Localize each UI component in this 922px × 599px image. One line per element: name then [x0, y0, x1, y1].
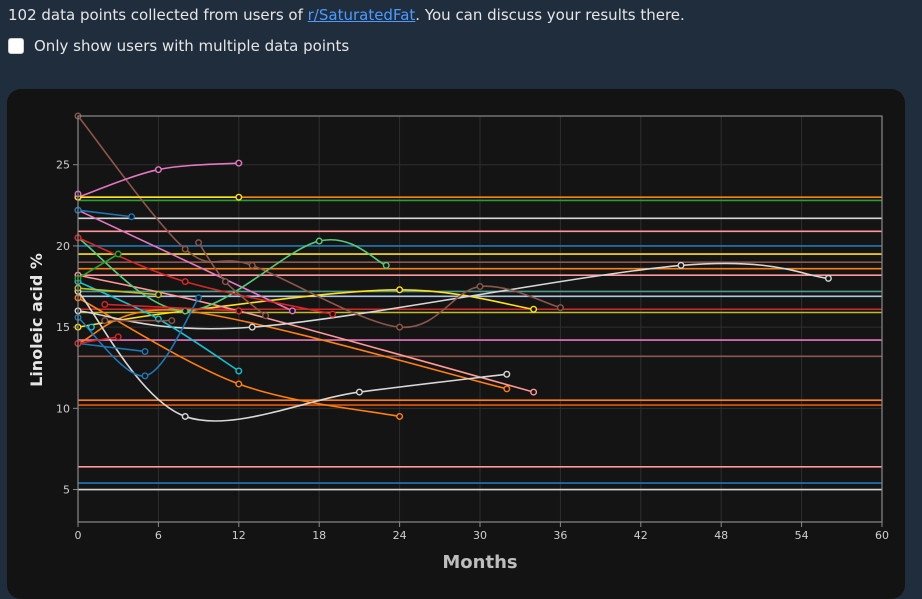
series-43: [87, 323, 95, 331]
series-line: [77, 342, 146, 353]
data-point: [329, 310, 337, 318]
data-point: [824, 274, 832, 282]
data-point: [195, 294, 203, 302]
data-point: [235, 367, 243, 375]
series-line: [77, 237, 387, 312]
intro-text: 102 data points collected from users of …: [8, 5, 685, 25]
multi-point-label: Only show users with multiple data point…: [34, 37, 350, 55]
x-tick-label: 48: [714, 529, 728, 542]
x-tick-label: 18: [312, 529, 326, 542]
data-point: [141, 372, 149, 380]
data-point: [396, 412, 404, 420]
y-tick-label: 25: [56, 159, 70, 172]
series-line: [77, 288, 534, 328]
series-39: [195, 239, 270, 320]
series-line: [77, 309, 507, 390]
multi-point-checkbox[interactable]: [8, 38, 24, 54]
series-27: [74, 112, 564, 331]
data-point: [288, 307, 296, 315]
y-tick-label: 15: [56, 321, 70, 334]
data-point: [677, 261, 685, 269]
data-point: [396, 323, 404, 331]
y-tick-label: 10: [56, 402, 70, 415]
data-point: [248, 261, 256, 269]
data-point: [114, 250, 122, 258]
y-axis-title: Linoleic acid %: [27, 253, 46, 387]
data-point: [248, 323, 256, 331]
x-tick-label: 6: [155, 529, 162, 542]
data-point: [181, 412, 189, 420]
data-point: [101, 317, 109, 325]
series-34: [74, 294, 203, 380]
intro-suffix: . You can discuss your results there.: [415, 6, 685, 24]
series-line: [77, 209, 293, 312]
series-line: [77, 253, 119, 280]
series-line: [104, 303, 239, 312]
intro-prefix: 102 data points collected from users of: [8, 6, 308, 24]
data-point: [128, 213, 136, 221]
data-point: [235, 193, 243, 201]
data-point: [87, 323, 95, 331]
x-axis-title: Months: [442, 552, 517, 573]
y-tick-label: 20: [56, 240, 70, 253]
series-line: [77, 290, 507, 422]
x-tick-label: 36: [553, 529, 567, 542]
data-point: [355, 388, 363, 396]
data-point: [154, 291, 162, 299]
data-point: [262, 312, 270, 320]
x-tick-label: 0: [75, 529, 82, 542]
data-point: [195, 239, 203, 247]
subreddit-link[interactable]: r/SaturatedFat: [307, 6, 416, 24]
x-tick-label: 30: [473, 529, 487, 542]
series-37: [101, 300, 243, 315]
data-point: [530, 388, 538, 396]
series-layer: [74, 112, 882, 491]
data-point: [181, 245, 189, 253]
data-point: [168, 317, 176, 325]
data-point: [235, 307, 243, 315]
x-tick-label: 42: [634, 529, 648, 542]
series-32: [74, 206, 136, 221]
series-line: [77, 274, 534, 393]
data-point: [503, 370, 511, 378]
series-line: [77, 336, 119, 345]
data-point: [141, 347, 149, 355]
multi-point-filter[interactable]: Only show users with multiple data point…: [8, 37, 349, 55]
data-point: [476, 283, 484, 291]
y-tick-label: 5: [63, 484, 70, 497]
data-point: [235, 380, 243, 388]
ticks: 0 6 12 18 24 30 36 42 48 54 60 5 10 15 20 25: [56, 159, 889, 542]
data-point: [382, 261, 390, 269]
x-tick-label: 24: [393, 529, 407, 542]
series-23: [74, 294, 404, 420]
data-point: [221, 278, 229, 286]
data-point: [315, 237, 323, 245]
data-point: [503, 385, 511, 393]
x-tick-label: 54: [795, 529, 809, 542]
data-point: [154, 166, 162, 174]
data-point: [114, 333, 122, 341]
data-point: [101, 300, 109, 308]
series-line: [77, 209, 132, 218]
x-tick-label: 60: [875, 529, 889, 542]
x-tick-label: 12: [232, 529, 246, 542]
data-point: [396, 286, 404, 294]
data-point: [556, 304, 564, 312]
data-point: [181, 278, 189, 286]
data-point: [235, 159, 243, 167]
data-point: [530, 305, 538, 313]
series-44: [101, 317, 176, 325]
series-line: [77, 287, 159, 296]
